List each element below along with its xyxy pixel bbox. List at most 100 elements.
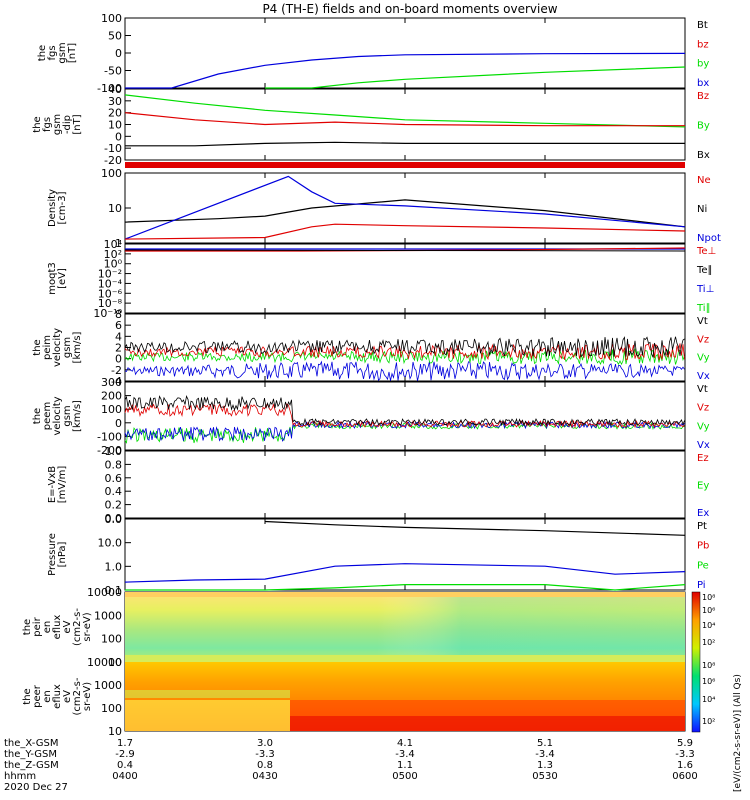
legend-entry: Vy — [697, 421, 710, 432]
y-axis-label: velocity — [52, 396, 63, 435]
y-tick-label: 100 — [101, 702, 122, 715]
legend-entry: Pe — [697, 560, 709, 571]
y-tick-label: -200 — [97, 444, 122, 457]
series-line — [124, 112, 685, 127]
legend-entry: Te∥ — [696, 265, 713, 276]
y-axis-label: [km/s] — [72, 331, 83, 363]
legend-entry: Bt — [697, 20, 708, 31]
y-axis-label: peir — [32, 616, 43, 636]
peem-vz-trace — [124, 403, 685, 429]
y-tick-label: 1000 — [94, 609, 122, 622]
y-axis-label: eV — [62, 690, 73, 703]
legend-entry: Ez — [697, 453, 709, 464]
y-tick-label: 10 — [108, 725, 122, 738]
y-tick-label: -10 — [104, 142, 122, 155]
y-tick-label: 40 — [108, 83, 122, 96]
y-axis-label: eflux — [52, 615, 63, 640]
footer-label: the_Z-GSM — [4, 760, 59, 771]
colorbar: 10⁸ 10⁶ 10⁴ 10² 10⁸ 10⁶ 10⁴ 10² [eV/(cm2… — [691, 591, 743, 792]
y-axis-label: gsm — [52, 114, 63, 135]
y-axis-label: Pressure — [47, 533, 58, 576]
series-line — [264, 520, 686, 536]
footer-value: -3.3 — [255, 749, 275, 760]
legend-entry: Ti⊥ — [696, 284, 714, 295]
y-axis-label: gsm — [62, 405, 73, 426]
footer-date: 2020 Dec 27 — [4, 782, 68, 793]
y-tick-label: 10⁴ — [104, 238, 123, 251]
legend-entry: Pi — [697, 580, 706, 591]
mode-bar — [125, 162, 685, 168]
legend-entry: Npot — [697, 233, 721, 244]
y-tick-label: 20 — [108, 107, 122, 120]
y-axis-label: the — [32, 116, 43, 132]
legend-entry: bz — [697, 39, 709, 50]
legend-entry: bx — [697, 78, 709, 89]
figure-title: P4 (TH-E) fields and on-board moments ov… — [262, 2, 557, 16]
peem-vt-trace — [124, 395, 685, 427]
footer-value: -3.3 — [675, 749, 695, 760]
legend-entry: Bz — [697, 91, 709, 102]
y-tick-label: 8 — [115, 308, 122, 321]
footer-value: -3.4 — [395, 749, 415, 760]
footer-value: 3.0 — [257, 738, 273, 749]
colorbar-tick: 10² — [702, 638, 715, 647]
y-axis-label: fgs — [42, 117, 53, 132]
y-axis-label: [nT] — [67, 43, 78, 63]
y-tick-label: 10 — [108, 202, 122, 215]
colorbar-tick: 10⁴ — [702, 695, 715, 704]
y-axis-label: peer — [32, 684, 43, 708]
series-line — [125, 52, 686, 89]
footer-value: 0.4 — [117, 760, 133, 771]
y-tick-label: 300 — [101, 376, 122, 389]
y-axis-label: velocity — [52, 328, 63, 367]
footer-value: 1.6 — [677, 760, 693, 771]
legend-entry: Ne — [697, 175, 711, 186]
footer-value: 1.3 — [537, 760, 553, 771]
footer-ephemeris: the_X-GSM the_Y-GSM the_Z-GSM hhmm 2020 … — [4, 738, 698, 793]
legend-entry: Ex — [697, 508, 709, 519]
legend-entry: Vx — [697, 371, 710, 382]
footer-value: 1.1 — [397, 760, 413, 771]
footer-value: 4.1 — [397, 738, 413, 749]
footer-label: the_X-GSM — [4, 738, 58, 749]
y-tick-label: -2 — [111, 364, 122, 377]
y-axis-label: the — [22, 619, 33, 635]
legend-entry: Ni — [697, 204, 707, 215]
y-axis-label: the — [32, 408, 43, 424]
legend-entry: by — [697, 59, 709, 70]
y-tick-label: 10.0 — [98, 537, 123, 550]
footer-value: 0600 — [672, 771, 697, 782]
y-axis-label: eflux — [52, 684, 63, 709]
y-tick-label: 30 — [108, 95, 122, 108]
y-axis-label: the — [37, 45, 48, 61]
legend-entry: Vz — [697, 403, 709, 414]
colorbar-tick: 10⁶ — [702, 606, 715, 615]
y-axis-label: sr-eV) — [82, 682, 93, 711]
y-tick-label: -100 — [97, 430, 122, 443]
legend-entry: Vz — [697, 334, 709, 345]
y-tick-label: 100 — [101, 12, 122, 25]
panel-frame — [124, 172, 686, 244]
panel-frame — [124, 450, 686, 519]
legend-entry: Pb — [697, 541, 709, 552]
chart-marks — [124, 52, 686, 591]
y-tick-label: 1.0 — [105, 445, 123, 458]
y-axis-label: the — [22, 688, 33, 704]
y-tick-label: 10 — [108, 119, 122, 132]
y-axis-label: [nT] — [72, 114, 83, 134]
y-tick-label: 0 — [115, 353, 122, 366]
y-axis-label: -dip — [62, 115, 73, 134]
y-axis-label: Density — [47, 189, 58, 227]
peim-vt-trace — [124, 336, 685, 358]
footer-value: -3.4 — [535, 749, 555, 760]
y-axis-label: gsm — [62, 337, 73, 358]
peer-spectrogram — [125, 662, 685, 731]
footer-value: 0530 — [532, 771, 557, 782]
y-tick-label: 10000 — [87, 656, 122, 669]
y-axis-label: en — [42, 621, 53, 634]
y-axis-label: peem — [42, 402, 53, 430]
y-tick-label: 0 — [115, 130, 122, 143]
peim-vx-trace — [124, 360, 685, 382]
